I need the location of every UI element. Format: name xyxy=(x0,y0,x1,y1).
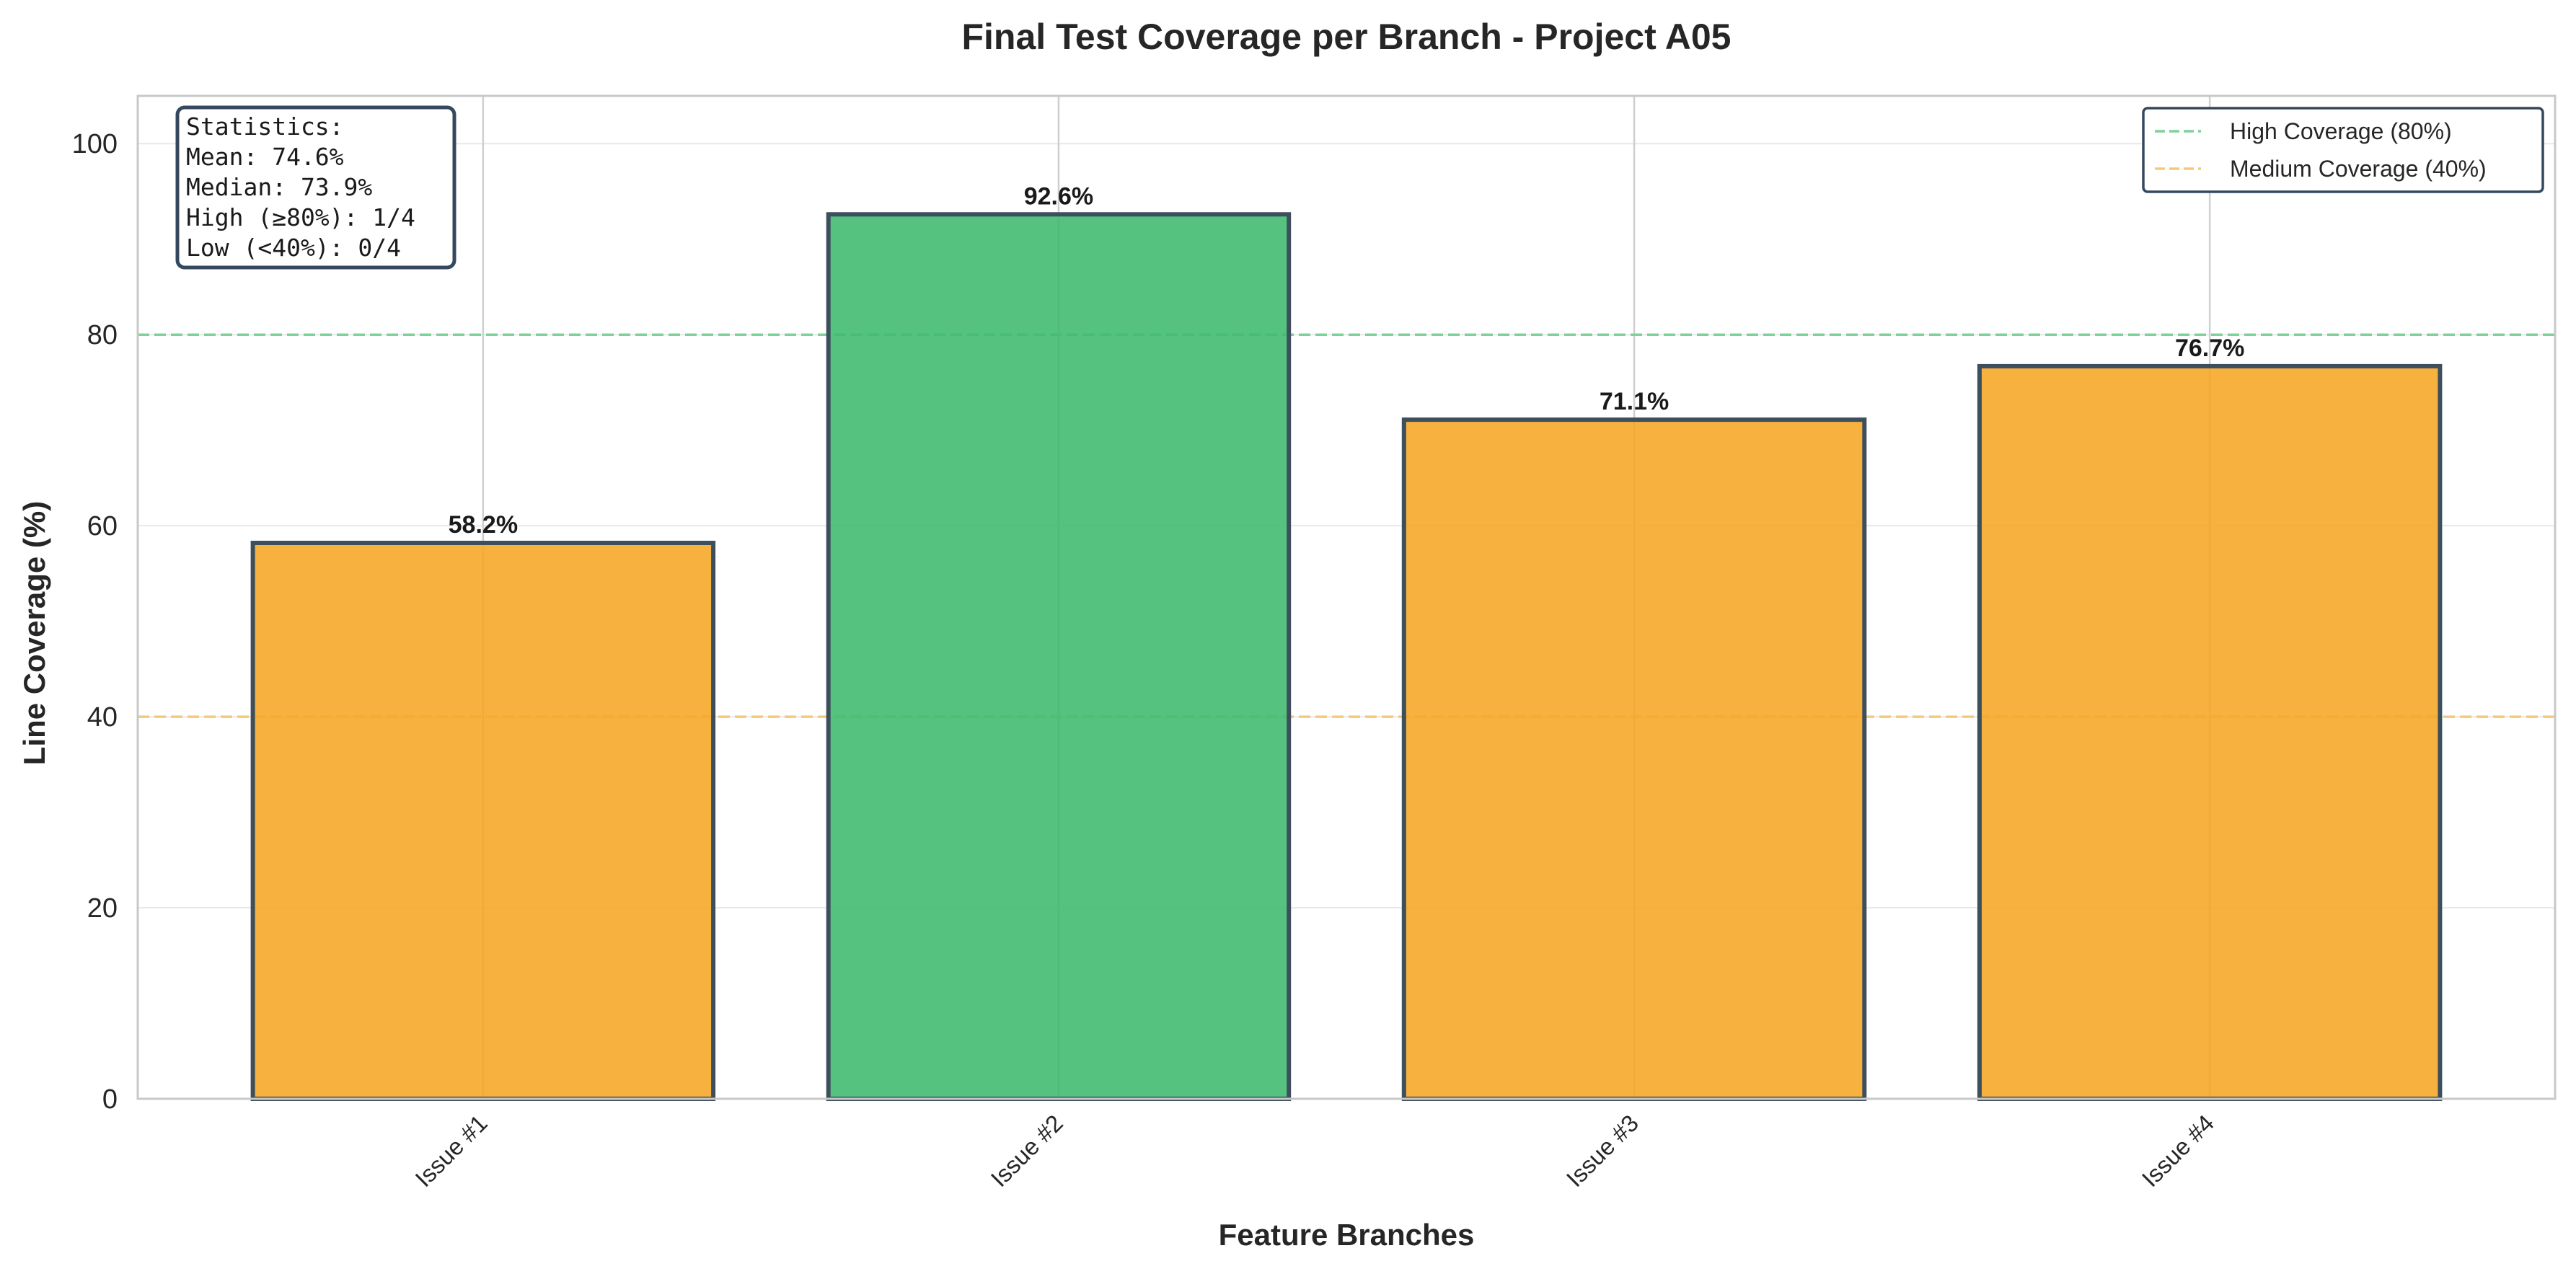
y-tick-label: 0 xyxy=(102,1084,118,1115)
plot-frame xyxy=(136,94,2557,1100)
stats-line: Median: 73.9% xyxy=(186,173,372,201)
y-tick-label: 40 xyxy=(87,702,118,733)
bar xyxy=(1401,417,1867,1101)
stats-line: Low (<40%): 0/4 xyxy=(186,234,401,262)
bar xyxy=(250,540,716,1101)
y-tick-label: 80 xyxy=(87,320,118,350)
legend-label: Medium Coverage (40%) xyxy=(2230,156,2487,182)
x-tick-label: Issue #1 xyxy=(410,1110,492,1192)
stats-box xyxy=(175,105,456,270)
bar-value-label: 58.2% xyxy=(449,511,518,539)
bar-value-label: 76.7% xyxy=(2175,335,2244,362)
legend-box xyxy=(2142,107,2544,193)
bar-value-label: 92.6% xyxy=(1024,182,1093,210)
y-tick-label: 20 xyxy=(87,893,118,924)
y-axis-label: Line Coverage (%) xyxy=(17,501,51,765)
bar xyxy=(826,212,1292,1101)
legend-label: High Coverage (80%) xyxy=(2230,118,2452,144)
y-tick-label: 60 xyxy=(87,511,118,541)
chart-title: Final Test Coverage per Branch - Project… xyxy=(962,17,1732,57)
bar-value-label: 71.1% xyxy=(1600,388,1669,415)
y-tick-label: 100 xyxy=(72,129,118,159)
x-tick-label: Issue #4 xyxy=(2137,1110,2219,1192)
x-axis-label: Feature Branches xyxy=(1219,1218,1475,1252)
stats-line: Statistics: xyxy=(186,112,344,141)
stats-line: Mean: 74.6% xyxy=(186,143,344,171)
bar xyxy=(1977,363,2443,1102)
x-tick-label: Issue #3 xyxy=(1561,1110,1644,1192)
x-tick-label: Issue #2 xyxy=(986,1110,1068,1192)
stats-line: High (≥80%): 1/4 xyxy=(186,203,415,231)
